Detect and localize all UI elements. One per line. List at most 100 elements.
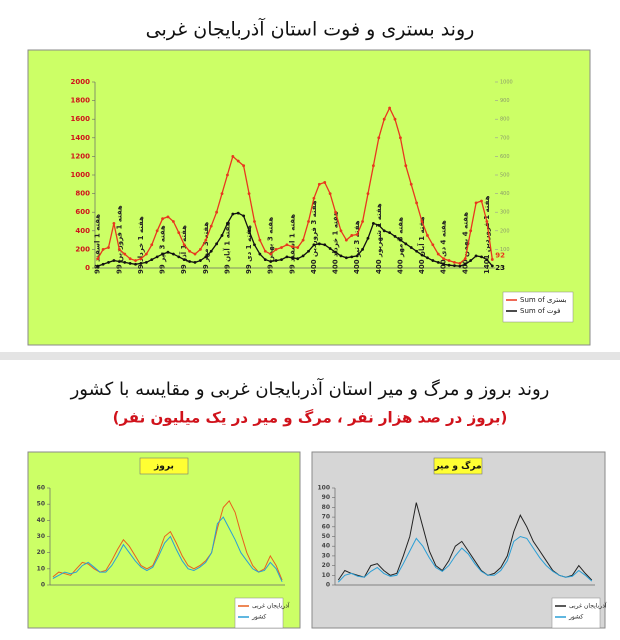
legend-label: کشور xyxy=(251,614,266,621)
legend-label: آذربایجان غربی xyxy=(569,601,607,610)
series-line xyxy=(337,535,593,583)
point xyxy=(453,261,456,264)
point xyxy=(96,264,100,268)
point xyxy=(458,261,462,265)
point xyxy=(307,249,310,253)
point xyxy=(301,254,305,258)
point xyxy=(220,192,224,196)
point xyxy=(226,221,229,225)
point xyxy=(469,229,473,233)
point xyxy=(296,246,300,249)
point xyxy=(209,224,213,228)
end-label: 92 xyxy=(495,251,505,259)
point xyxy=(463,262,467,266)
point xyxy=(166,250,170,254)
point xyxy=(436,252,440,256)
point xyxy=(339,254,343,258)
x-tick-label: هفته 1 آبان 99 xyxy=(222,221,231,274)
point xyxy=(312,243,316,247)
point xyxy=(188,260,191,263)
chart-title: روند بستری و فوت استان آذربایجان غربی xyxy=(146,17,475,41)
section-subheading: (بروز در صد هزار نفر ، مرگ و میر در یک م… xyxy=(113,409,508,427)
point xyxy=(361,248,364,251)
point xyxy=(480,199,483,203)
point xyxy=(355,233,359,236)
point xyxy=(117,248,121,251)
point xyxy=(112,221,116,225)
y-tick-label: 0 xyxy=(326,582,330,589)
point xyxy=(220,234,224,237)
point xyxy=(404,242,408,246)
point xyxy=(274,259,278,262)
point xyxy=(420,220,424,223)
point xyxy=(388,106,391,110)
y-tick-label: 1000 xyxy=(71,171,91,179)
point xyxy=(317,182,321,186)
y-tick-label: 10 xyxy=(37,565,45,572)
point xyxy=(128,261,132,265)
point xyxy=(215,242,219,246)
point xyxy=(215,210,219,214)
point xyxy=(188,249,191,253)
point xyxy=(431,259,435,262)
point xyxy=(242,214,246,218)
point xyxy=(328,192,332,196)
chart-title: بروز xyxy=(153,462,174,472)
point xyxy=(409,182,413,186)
point xyxy=(253,243,256,247)
y-tick-label: 80 xyxy=(322,504,330,511)
point xyxy=(101,248,105,251)
x-tick-label: هفته 1 خرداد 400 xyxy=(332,211,340,274)
series-line xyxy=(52,500,283,581)
x-tick-label: هفته 3 فروردین 400 xyxy=(310,200,318,274)
point xyxy=(123,261,127,264)
x-tick-label: هفته 3 مهر 400 xyxy=(396,217,404,274)
point xyxy=(231,212,235,216)
y-tick-label: 0 xyxy=(85,264,90,272)
point xyxy=(263,258,267,262)
y-tick-label: 40 xyxy=(322,543,330,550)
point xyxy=(377,136,381,140)
point xyxy=(377,223,381,227)
point xyxy=(231,155,235,158)
legend-box xyxy=(502,291,574,323)
point xyxy=(269,260,273,263)
point xyxy=(161,217,164,221)
y-tick-label: 30 xyxy=(322,552,330,559)
y-tick-label: 20 xyxy=(37,549,45,556)
point xyxy=(442,257,446,261)
point xyxy=(355,254,359,258)
point xyxy=(171,252,175,256)
x-tick-label: هفته 1 خرداد 99 xyxy=(137,216,145,274)
point xyxy=(199,248,202,251)
y-tick-label: 20 xyxy=(322,562,330,569)
x-tick-label: هفته 1 دی 99 xyxy=(245,225,253,274)
point xyxy=(236,211,240,215)
y-tick-label: 50 xyxy=(37,501,45,508)
point xyxy=(328,247,332,250)
point xyxy=(431,243,435,247)
x-tick-label: هفته 3 بهمن 99 xyxy=(267,217,275,274)
point xyxy=(371,221,375,225)
point xyxy=(258,252,262,256)
point xyxy=(453,264,456,268)
point xyxy=(317,242,321,246)
y-tick-label: 10 xyxy=(322,572,330,579)
point xyxy=(420,253,424,257)
point xyxy=(107,246,110,249)
point xyxy=(226,173,229,177)
y-tick-label: 40 xyxy=(37,517,45,524)
y2-tick-label: 700 xyxy=(500,135,510,141)
series-line xyxy=(337,502,593,581)
point xyxy=(442,262,446,266)
legend-box xyxy=(234,597,284,629)
point xyxy=(134,262,137,266)
x-tick-label: هفته 1 اسفند 99 xyxy=(288,214,296,274)
point xyxy=(182,243,186,247)
point xyxy=(242,164,246,168)
y2-tick-label: 600 xyxy=(500,154,510,160)
point xyxy=(399,238,402,242)
x-tick-label: هفته 3 مهر 99 xyxy=(202,222,210,274)
legend-label: آذربایجان غربی xyxy=(252,601,290,610)
